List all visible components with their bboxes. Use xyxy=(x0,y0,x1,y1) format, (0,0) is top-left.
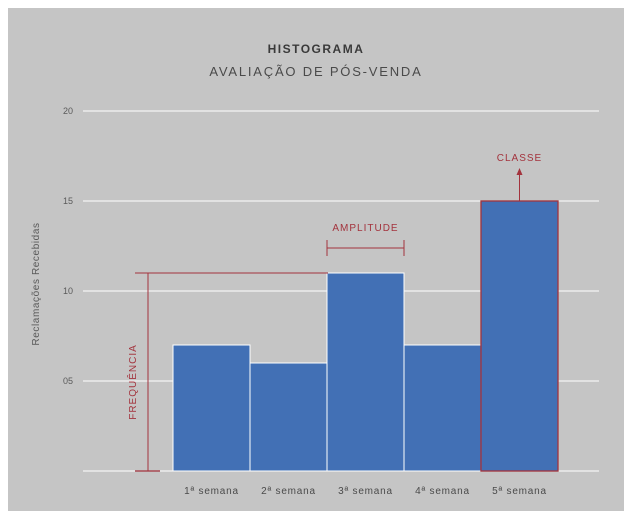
x-tick-label: 2ª semana xyxy=(261,486,316,497)
bar xyxy=(172,344,251,472)
bars xyxy=(172,200,559,472)
x-tick-label: 1ª semana xyxy=(184,486,239,497)
y-axis-label: Reclamações Recebidas xyxy=(31,222,42,345)
y-tick-label: 05 xyxy=(63,376,73,386)
bar xyxy=(403,344,482,472)
chart-subtitle: AVALIAÇÃO DE PÓS-VENDA xyxy=(209,64,422,79)
class-label: CLASSE xyxy=(497,153,542,164)
x-tick-label: 3ª semana xyxy=(338,486,393,497)
y-tick-labels: 05 10 15 20 xyxy=(63,106,73,386)
bar xyxy=(480,200,559,472)
annotations: FREQUÊNCIA AMPLITUDE CLASSE xyxy=(126,153,542,472)
amplitude-label: AMPLITUDE xyxy=(332,223,398,234)
x-tick-label: 5ª semana xyxy=(492,486,547,497)
class-arrow-head xyxy=(516,168,523,175)
bar xyxy=(249,362,328,472)
y-tick-label: 20 xyxy=(63,106,73,116)
chart-title: HISTOGRAMA xyxy=(268,42,365,56)
x-tick-labels: 1ª semana 2ª semana 3ª semana 4ª semana 5ª s… xyxy=(184,486,547,497)
y-tick-label: 10 xyxy=(63,286,73,296)
histogram-chart: HISTOGRAMA AVALIAÇÃO DE PÓS-VENDA Reclam… xyxy=(31,42,599,497)
frequency-label: FREQUÊNCIA xyxy=(126,344,139,420)
y-tick-label: 15 xyxy=(63,196,73,206)
chart-panel: HISTOGRAMA AVALIAÇÃO DE PÓS-VENDA Reclam… xyxy=(8,8,624,511)
bar xyxy=(326,272,405,472)
x-tick-label: 4ª semana xyxy=(415,486,470,497)
